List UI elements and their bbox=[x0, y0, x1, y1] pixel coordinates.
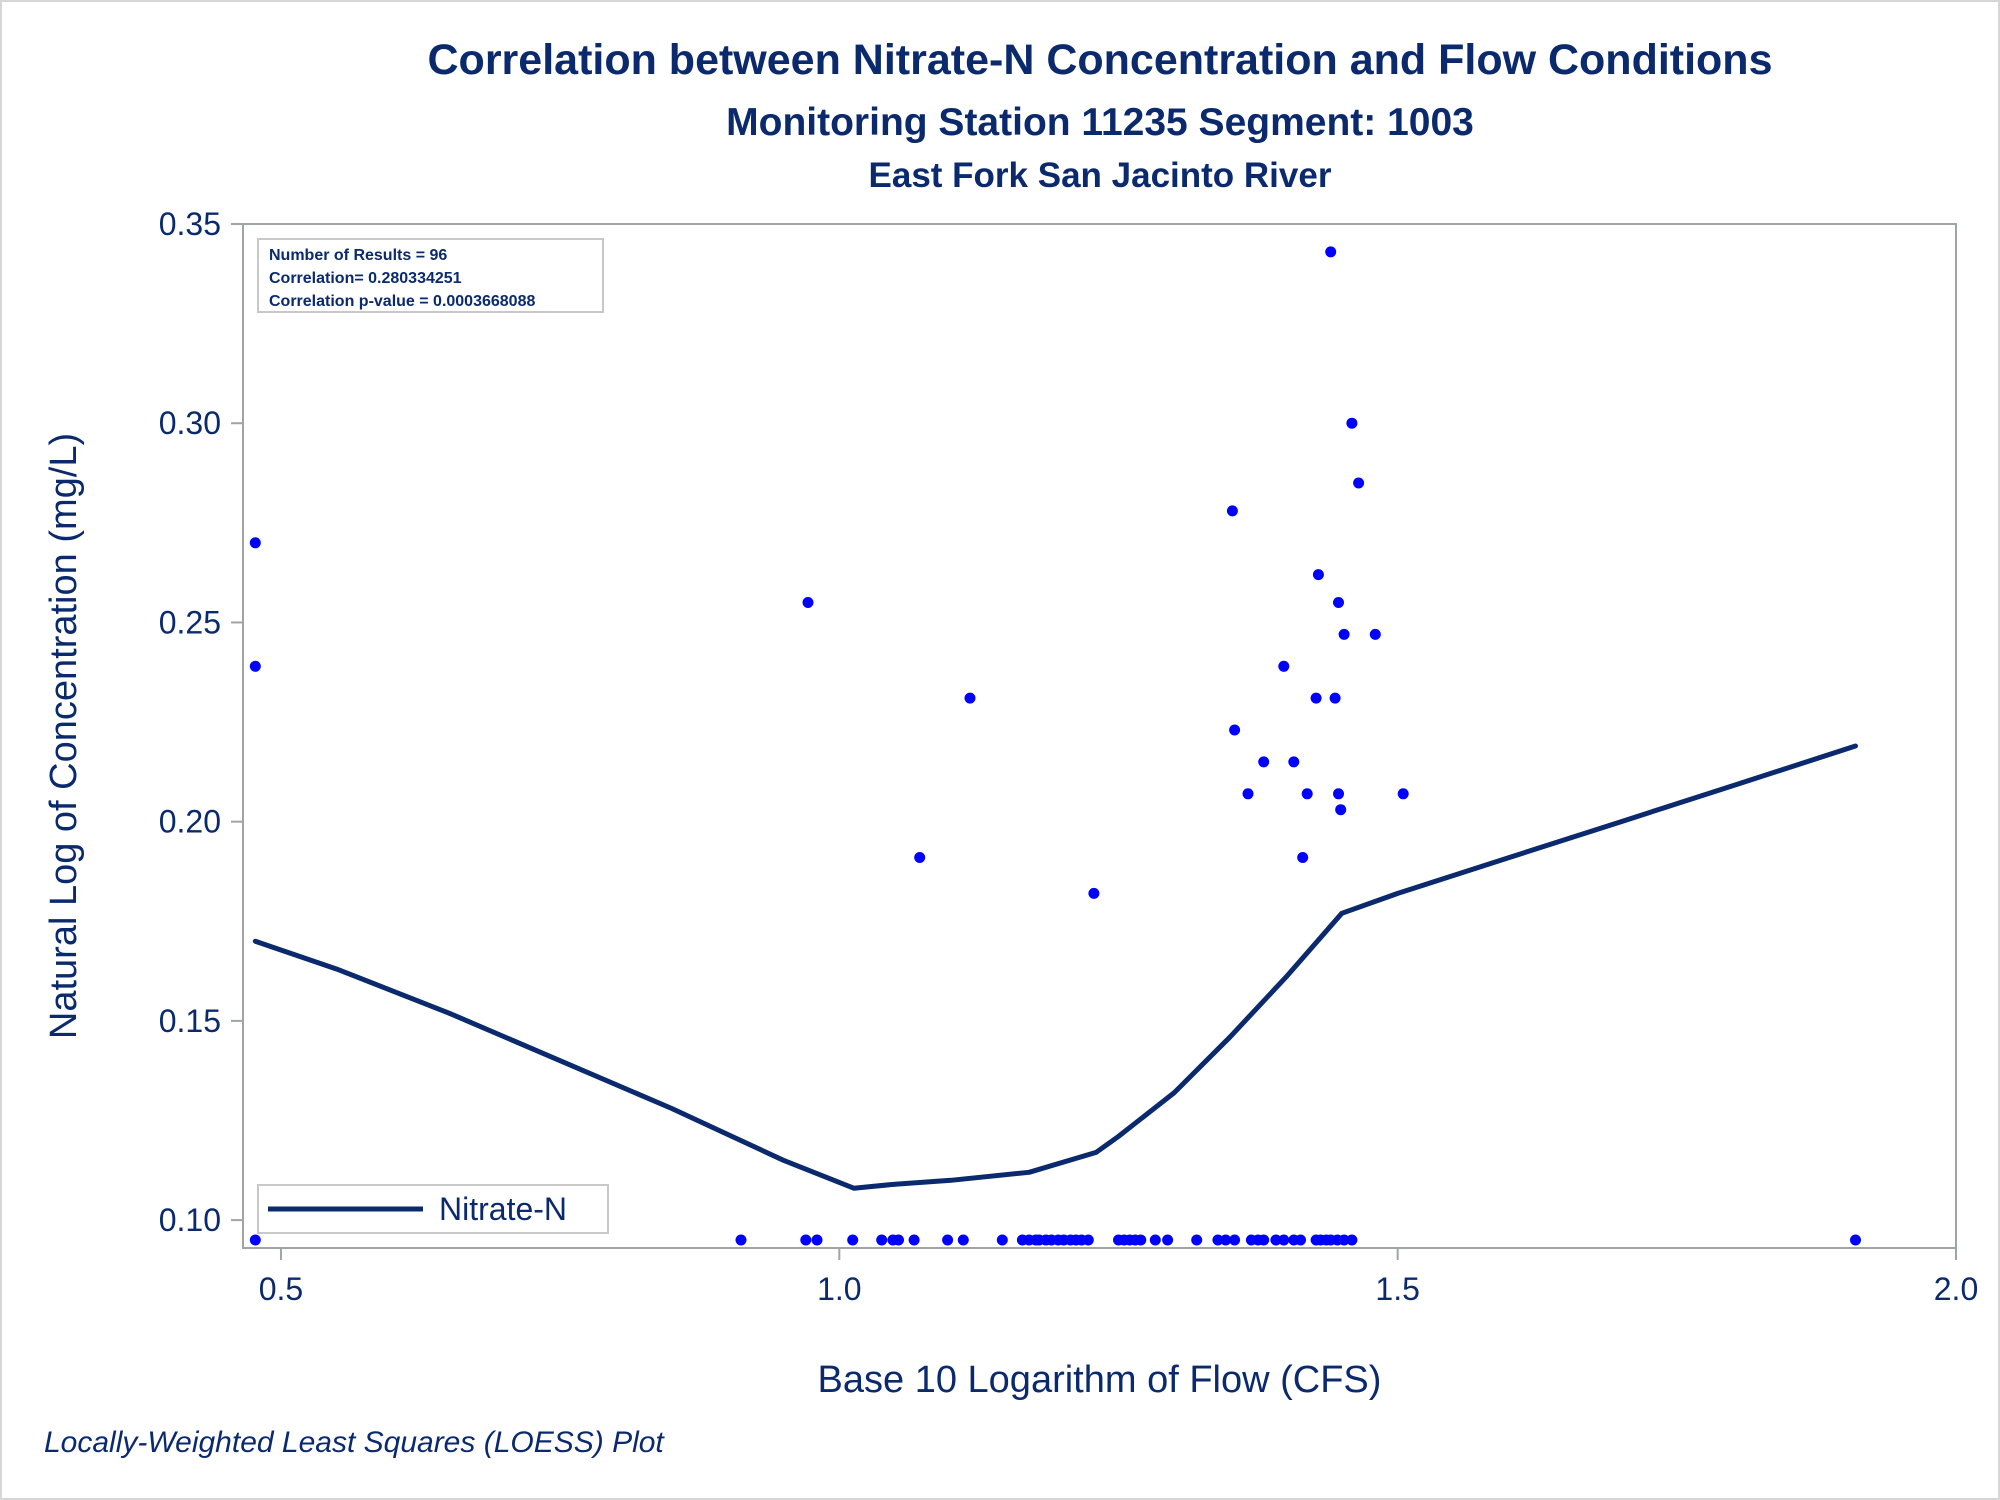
data-point bbox=[1346, 1234, 1358, 1246]
data-point bbox=[1191, 1234, 1203, 1246]
data-point bbox=[1278, 660, 1290, 672]
data-point bbox=[1310, 692, 1322, 704]
data-point bbox=[1850, 1234, 1861, 1246]
data-point bbox=[1149, 1234, 1161, 1246]
data-point bbox=[811, 1234, 823, 1246]
data-point bbox=[800, 1234, 812, 1246]
loess-series bbox=[252, 743, 1858, 1191]
data-point bbox=[908, 1234, 920, 1246]
data-point bbox=[1369, 628, 1381, 640]
data-point bbox=[1333, 597, 1344, 608]
y-tick-label: 0.10 bbox=[159, 1202, 221, 1238]
data-point bbox=[1346, 417, 1358, 429]
data-point bbox=[802, 597, 814, 608]
x-tick-label: 1.0 bbox=[817, 1271, 861, 1307]
data-point bbox=[735, 1234, 747, 1246]
data-point bbox=[1301, 788, 1313, 800]
data-point bbox=[1229, 1234, 1241, 1246]
footnote: Locally-Weighted Least Squares (LOESS) P… bbox=[44, 1426, 664, 1459]
data-point bbox=[1338, 1234, 1350, 1246]
data-point bbox=[249, 537, 261, 549]
data-point bbox=[1397, 788, 1409, 800]
data-point bbox=[1226, 505, 1238, 517]
data-point bbox=[964, 692, 976, 704]
chart-subtitle-location: East Fork San Jacinto River bbox=[868, 156, 1332, 195]
data-point bbox=[1312, 569, 1324, 581]
y-tick-label: 0.30 bbox=[159, 405, 221, 441]
data-point bbox=[1162, 1234, 1174, 1246]
plot-area bbox=[242, 223, 1957, 1249]
data-point bbox=[1288, 756, 1300, 768]
data-point bbox=[893, 1234, 904, 1246]
data-point bbox=[1258, 756, 1270, 768]
data-point bbox=[1325, 246, 1337, 258]
stats-box: Number of Results = 96 Correlation= 0.280… bbox=[257, 238, 604, 313]
data-point bbox=[249, 660, 261, 672]
data-point bbox=[1297, 852, 1309, 863]
data-point bbox=[1135, 1234, 1147, 1246]
chart-subtitle: Monitoring Station 11235 Segment: 1003 bbox=[726, 101, 1474, 144]
data-point bbox=[876, 1234, 888, 1246]
y-tick-label: 0.20 bbox=[159, 804, 221, 840]
data-point bbox=[1295, 1234, 1306, 1246]
legend-label: Nitrate-N bbox=[439, 1191, 567, 1227]
stats-box-frame bbox=[257, 238, 604, 313]
scatter-points bbox=[249, 246, 1861, 1246]
data-point bbox=[1229, 724, 1241, 736]
x-tick-label: 2.0 bbox=[1934, 1271, 1978, 1307]
data-point bbox=[957, 1234, 969, 1246]
stats-line: Number of Results = 96 bbox=[269, 247, 447, 264]
x-tick-label: 1.5 bbox=[1375, 1271, 1419, 1307]
data-point bbox=[1338, 628, 1350, 640]
data-point bbox=[1242, 788, 1254, 800]
loess-line bbox=[252, 743, 1858, 1191]
data-point bbox=[1335, 804, 1347, 816]
data-point bbox=[1278, 1234, 1290, 1246]
data-point bbox=[996, 1234, 1008, 1246]
data-point bbox=[1258, 1234, 1270, 1246]
x-axis-label: Base 10 Logarithm of Flow (CFS) bbox=[818, 1359, 1382, 1401]
data-point bbox=[1082, 1234, 1094, 1246]
data-point bbox=[1270, 1234, 1282, 1246]
data-point bbox=[1353, 477, 1365, 489]
y-tick-label: 0.15 bbox=[159, 1003, 221, 1039]
data-point bbox=[1329, 692, 1341, 704]
data-point bbox=[1333, 788, 1344, 800]
data-point bbox=[914, 852, 926, 863]
axes: 0.5 1.0 1.5 2.0 0.10 0.15 0.20 0.25 0.30 0.35 bbox=[159, 206, 1979, 1307]
stats-line: Correlation p-value = 0.0003668088 bbox=[269, 293, 535, 310]
data-point bbox=[1212, 1234, 1224, 1246]
legend: Nitrate-N bbox=[257, 1184, 609, 1234]
data-point bbox=[1088, 887, 1100, 899]
chart-title: Correlation between Nitrate-N Concentrat… bbox=[427, 36, 1773, 84]
x-tick-label: 0.5 bbox=[259, 1271, 303, 1307]
data-point bbox=[249, 1234, 261, 1246]
stats-line: Correlation= 0.280334251 bbox=[269, 270, 462, 287]
data-point bbox=[847, 1234, 859, 1246]
y-tick-label: 0.35 bbox=[159, 206, 221, 242]
data-point bbox=[942, 1234, 954, 1246]
y-axis-label: Natural Log of Concentration (mg/L) bbox=[43, 433, 85, 1039]
y-tick-label: 0.25 bbox=[159, 604, 221, 640]
data-point bbox=[1220, 1234, 1232, 1246]
